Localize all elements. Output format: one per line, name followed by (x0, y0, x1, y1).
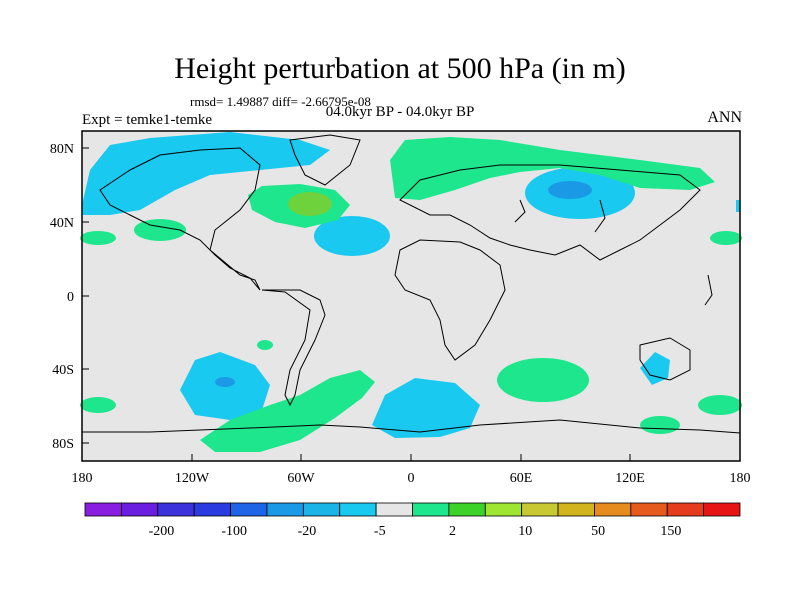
lat-label-5: 80S (52, 437, 74, 452)
colorbar-swatch (666, 502, 705, 517)
positive-anomaly-west-south (80, 397, 116, 413)
colorbar-swatch (448, 502, 486, 517)
coastlines (82, 134, 741, 434)
x-ticks (81, 454, 741, 461)
colorbar-label: -5 (374, 524, 386, 539)
lon-label-5: 60E (510, 471, 533, 486)
lon-label-4: 0 (408, 471, 415, 486)
positive-anomaly-south-east (640, 416, 680, 434)
colorbar-swatch (557, 502, 595, 517)
colorbar-label: 10 (518, 524, 532, 539)
colorbar-swatch (703, 502, 741, 517)
positive-anomaly-east-south (698, 395, 742, 415)
colorbar-swatch (375, 502, 413, 517)
colorbar-labels: -200 -100 -20 -5 2 10 50 150 (149, 524, 682, 539)
colorbar-swatch (412, 502, 450, 517)
positive-anomaly-south-pacific-band (200, 370, 375, 452)
colorbar-swatch (84, 502, 122, 517)
negative-anomaly-atlantic (314, 216, 390, 256)
lat-label-1: 80N (50, 142, 74, 157)
colorbar-swatch (484, 502, 523, 517)
experiment-label: Expt = temke1-temke (82, 112, 213, 128)
lon-label-2: 120W (175, 471, 210, 486)
negative-anomaly-east-edge (736, 200, 740, 212)
y-ticks (82, 147, 89, 444)
positive-anomaly-pacific-north (134, 219, 186, 241)
lon-label-6: 120E (615, 471, 645, 486)
colorbar-swatch (193, 502, 231, 517)
lat-label-4: 40S (52, 363, 74, 378)
colorbar-swatch (266, 502, 304, 517)
positive-anomaly-west-edge (80, 231, 116, 245)
negative-anomaly-siberia-core (548, 181, 592, 199)
colorbar-label: 150 (660, 524, 681, 539)
colorbar-swatch (157, 502, 195, 517)
positive-anomaly-eurasia (390, 137, 715, 200)
positive-anomaly-indian-ocean (497, 358, 589, 402)
colorbar-label: 2 (449, 524, 456, 539)
season-label: ANN (707, 109, 742, 126)
negative-anomaly-south-pacific-core (215, 377, 235, 387)
negative-anomaly-arctic (82, 132, 330, 215)
colorbar-swatch (630, 502, 668, 517)
lon-label-7: 180 (730, 471, 751, 486)
y-tick-labels: 80N 40N 0 40S 80S (50, 142, 74, 452)
colorbar (84, 502, 741, 517)
colorbar-swatch (302, 502, 341, 517)
colorbar-label: -200 (149, 524, 175, 539)
lon-label-1: 180 (72, 471, 93, 486)
lat-label-2: 40N (50, 216, 74, 231)
lat-label-3: 0 (67, 290, 74, 305)
period-label: 04.0kyr BP - 04.0kyr BP (325, 104, 475, 120)
colorbar-swatch (339, 502, 377, 517)
positive-anomaly-small-south (257, 340, 273, 350)
colorbar-label: 50 (591, 524, 605, 539)
x-tick-labels: 180 120W 60W 0 60E 120E 180 (72, 471, 751, 486)
negative-anomaly-australia (640, 352, 670, 385)
colorbar-label: -20 (298, 524, 317, 539)
colorbar-swatch (120, 502, 159, 517)
positive-anomaly-east-edge-north (710, 231, 742, 245)
lon-label-3: 60W (287, 471, 315, 486)
colorbar-swatch (594, 502, 632, 517)
colorbar-swatch (521, 502, 559, 517)
colorbar-label: -100 (221, 524, 247, 539)
map-title: Height perturbation at 500 hPa (in m) (174, 52, 626, 85)
positive-anomaly-north-atlantic-core (288, 192, 332, 216)
negative-anomaly-south-atlantic (372, 378, 480, 438)
stats-label: rmsd= 1.49887 diff= -2.66795e-08 (190, 94, 371, 109)
colorbar-swatch (230, 502, 268, 517)
